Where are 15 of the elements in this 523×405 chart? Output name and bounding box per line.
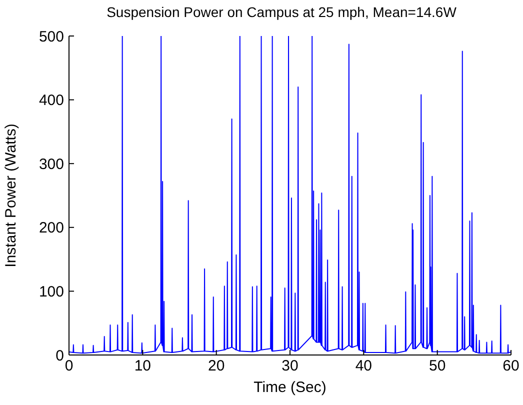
y-tick-label: 500 bbox=[38, 28, 64, 46]
y-tick-label: 200 bbox=[38, 220, 64, 237]
chart-title: Suspension Power on Campus at 25 mph, Mean=14.6W bbox=[106, 4, 458, 20]
x-tick-label: 10 bbox=[134, 358, 152, 375]
x-tick-label: 50 bbox=[428, 358, 446, 375]
x-axis-title: Time (Sec) bbox=[252, 378, 328, 398]
x-tick-label: 60 bbox=[502, 358, 520, 375]
x-tick-label: 30 bbox=[282, 358, 298, 375]
x-tick-label: 20 bbox=[208, 358, 225, 375]
y-tick-label: 400 bbox=[38, 92, 64, 110]
y-axis-title: Instant Power (Watts) bbox=[2, 124, 20, 268]
x-tick-label: 40 bbox=[355, 358, 372, 375]
line-series bbox=[69, 36, 511, 354]
y-tick-label: 100 bbox=[38, 284, 64, 301]
y-tick-label: 300 bbox=[38, 156, 64, 173]
